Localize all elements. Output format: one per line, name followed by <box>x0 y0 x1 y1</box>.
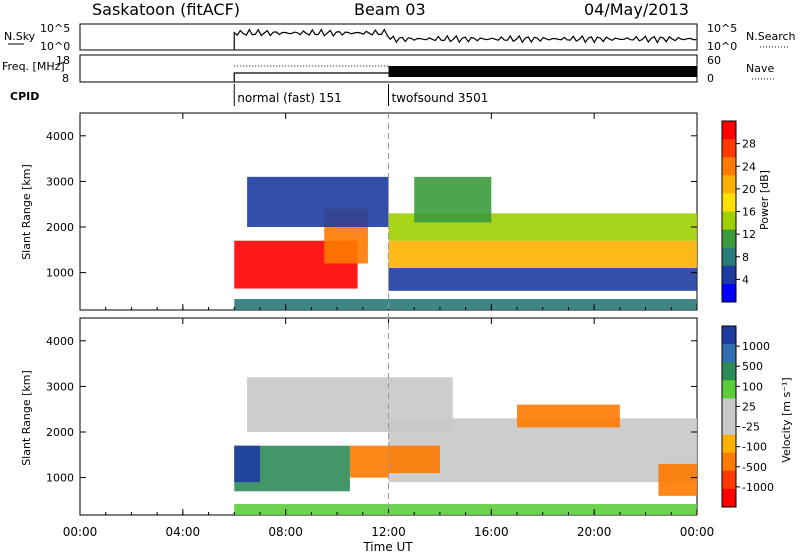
velocity-ylabel: Slant Range [km] <box>20 370 33 466</box>
colorbar-swatch-2 <box>722 362 736 381</box>
power-colorbar-label: Power [dB] <box>758 170 771 230</box>
colorbar-tick-label-6: -500 <box>742 461 767 474</box>
colorbar-tick-label-3: 16 <box>742 206 756 219</box>
echo-region-5 <box>414 176 492 223</box>
ytick-label-1: 2000 <box>46 426 74 439</box>
echo-region-2 <box>388 240 697 269</box>
colorbar-tick-label-3: 25 <box>742 400 756 413</box>
ytick-label-0: 1000 <box>46 472 74 485</box>
echo-region-8 <box>234 504 697 515</box>
colorbar-swatch-7 <box>722 452 736 472</box>
xtick-label-0: 00:00 <box>63 525 98 539</box>
xtick-label-6: 00:00 <box>680 525 715 539</box>
colorbar-tick-label-2: 20 <box>742 183 756 196</box>
colorbar-swatch-4 <box>722 193 736 212</box>
ytick-label-1: 2000 <box>46 221 74 234</box>
echo-region-1 <box>234 445 260 483</box>
xtick-label-1: 04:00 <box>166 525 201 539</box>
ytick-label-3: 4000 <box>46 335 74 348</box>
xtick-label-5: 20:00 <box>577 525 612 539</box>
colorbar-swatch-6 <box>722 229 736 249</box>
echo-region-4 <box>388 268 697 291</box>
ytick-label-2: 3000 <box>46 175 74 188</box>
echo-region-5 <box>517 404 620 428</box>
xtick-label-3: 12:00 <box>371 525 406 539</box>
colorbar-tick-label-2: 100 <box>742 380 763 393</box>
echo-region-6 <box>658 463 697 496</box>
colorbar-swatch-6 <box>722 434 736 454</box>
colorbar-swatch-4 <box>722 398 736 417</box>
colorbar-swatch-9 <box>722 488 736 508</box>
beam-title: Beam 03 <box>354 0 426 19</box>
ytick-label-0: 1000 <box>46 267 74 280</box>
colorbar-swatch-3 <box>722 175 736 194</box>
time-axis: 00:00 04:00 08:00 12:00 16:00 20:00 00:00 <box>63 113 715 539</box>
colorbar-tick-label-1: 24 <box>742 160 756 173</box>
colorbar-tick-label-4: -25 <box>742 421 760 434</box>
frequency-panel: Freq. [MHz] 18 8 60 0 Nave <box>2 54 776 85</box>
colorbar-tick-label-5: 8 <box>742 251 749 264</box>
noise-right-label: N.Search <box>746 30 796 43</box>
colorbar-swatch-3 <box>722 380 736 399</box>
colorbar-frame <box>721 325 737 508</box>
colorbar-tick-label-5: -100 <box>742 441 767 454</box>
noise-left-tick-top: 10^5 <box>40 22 70 35</box>
xaxis-label: Time UT <box>362 540 413 554</box>
cpid-segment-1: twofsound 3501 <box>392 91 489 105</box>
power-panel: 1000 2000 3000 4000 Slant Range [km] 28 24 20… <box>20 112 771 311</box>
ytick-label-3: 4000 <box>46 130 74 143</box>
colorbar-swatch-8 <box>722 265 736 285</box>
colorbar-swatch-8 <box>722 470 736 490</box>
echo-region-4 <box>388 445 440 474</box>
colorbar-tick-label-1: 500 <box>742 360 763 373</box>
noise-panel: N.Sky 10^5 10^0 10^5 10^0 N.Search <box>4 22 796 53</box>
colorbar-tick-label-0: 1000 <box>742 340 770 353</box>
colorbar-swatch-1 <box>722 344 736 363</box>
velocity-panel: 1000 2000 3000 4000 Slant Range [km] 1000 50… <box>20 317 793 516</box>
noise-right-tick-top: 10^5 <box>707 22 737 35</box>
freq-left-tick-bottom: 8 <box>62 72 69 85</box>
date-title: 04/May/2013 <box>584 0 689 19</box>
cpid-segment-0: normal (fast) 151 <box>237 91 341 105</box>
echo-region-7 <box>247 377 453 433</box>
xtick-label-2: 08:00 <box>268 525 303 539</box>
colorbar-swatch-0 <box>722 326 736 345</box>
cpid-row: CPID normal (fast) 151 twofsound 3501 <box>10 84 488 106</box>
freq-right-tick-top: 60 <box>707 54 721 67</box>
noise-left-tick-bottom: 10^0 <box>40 40 70 53</box>
freq-left-label: Freq. [MHz] <box>2 60 65 73</box>
cpid-label: CPID <box>10 90 39 103</box>
echo-region-7 <box>234 299 697 310</box>
colorbar-swatch-1 <box>722 139 736 158</box>
colorbar-tick-label-6: 4 <box>742 273 749 286</box>
colorbar-swatch-2 <box>722 157 736 176</box>
xtick-label-4: 16:00 <box>474 525 509 539</box>
freq-right-tick-bottom: 0 <box>707 72 714 85</box>
colorbar-tick-label-7: -1000 <box>742 481 774 494</box>
power-ylabel: Slant Range [km] <box>20 164 33 260</box>
velocity-colorbar-label: Velocity [m s⁻¹] <box>780 377 793 462</box>
twofsound-frequency-band <box>388 66 697 77</box>
noise-trace <box>233 28 697 50</box>
colorbar-swatch-5 <box>722 416 736 436</box>
colorbar-swatch-5 <box>722 211 736 231</box>
colorbar-tick-label-4: 12 <box>742 228 756 241</box>
colorbar-swatch-9 <box>722 283 736 303</box>
echo-region-2 <box>349 445 389 478</box>
noise-left-label: N.Sky <box>4 30 36 43</box>
echo-region-6 <box>247 176 389 228</box>
station-title: Saskatoon (fitACF) <box>92 0 240 19</box>
freq-right-label: Nave <box>746 62 774 75</box>
freq-left-tick-top: 18 <box>56 54 70 67</box>
frequency-trace <box>233 72 389 82</box>
noise-right-tick-bottom: 10^0 <box>707 40 737 53</box>
colorbar-swatch-7 <box>722 247 736 267</box>
ytick-label-2: 3000 <box>46 380 74 393</box>
colorbar-tick-label-0: 28 <box>742 138 756 151</box>
colorbar-swatch-0 <box>722 121 736 140</box>
